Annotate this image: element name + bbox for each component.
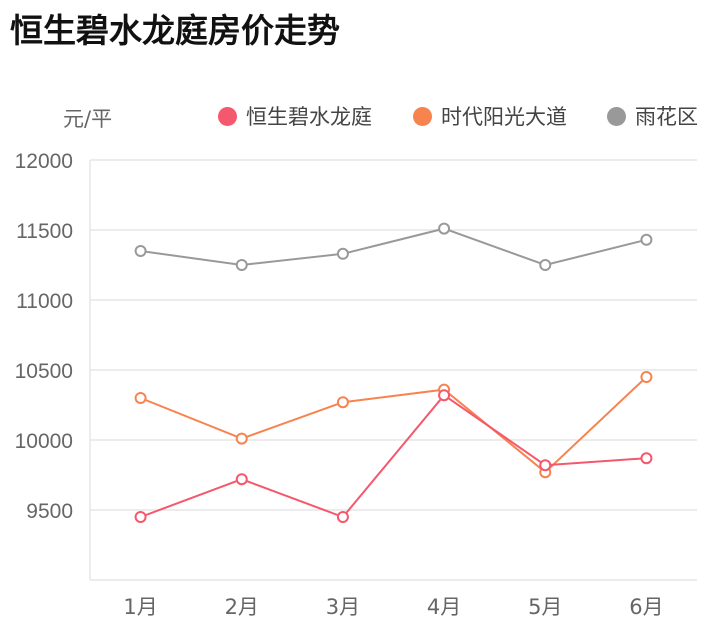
series-lines — [134, 222, 653, 523]
legend-label: 雨花区 — [635, 105, 698, 129]
series-line — [140, 393, 647, 519]
data-point[interactable] — [539, 259, 552, 271]
data-point[interactable] — [336, 247, 349, 260]
data-point[interactable] — [438, 389, 451, 402]
legend-label: 时代阳光大道 — [441, 105, 567, 129]
y-tick-label: 12000 — [15, 150, 73, 173]
x-axis-ticks: 1月 2月 3月 4月 5月 6月 — [123, 595, 663, 619]
x-tick-label: 2月 — [225, 595, 259, 619]
data-point[interactable] — [640, 371, 653, 383]
y-tick-label: 10500 — [15, 360, 73, 383]
data-point[interactable] — [336, 511, 349, 523]
legend-item-hengsheng[interactable]: 恒生碧水龙庭 — [218, 101, 372, 131]
y-tick-label: 10000 — [15, 430, 73, 453]
chart-title: 恒生碧水龙庭房价走势 — [10, 11, 340, 50]
x-tick-label: 1月 — [123, 595, 157, 619]
x-tick-label: 3月 — [326, 595, 360, 619]
legend-label: 恒生碧水龙庭 — [246, 105, 372, 129]
data-point[interactable] — [235, 432, 248, 445]
x-tick-label: 5月 — [528, 595, 562, 619]
circle-icon — [607, 106, 626, 126]
x-tick-label: 6月 — [629, 595, 663, 619]
data-point[interactable] — [640, 233, 653, 246]
gridlines — [89, 159, 697, 581]
legend-item-shidai[interactable]: 时代阳光大道 — [413, 101, 567, 131]
data-point[interactable] — [336, 396, 349, 409]
y-axis-ticks: 9500 10000 10500 11000 11500 12000 — [15, 150, 73, 523]
legend-item-yuhua[interactable]: 雨花区 — [607, 101, 698, 131]
data-point[interactable] — [134, 392, 147, 404]
data-point[interactable] — [134, 511, 147, 523]
y-axis-unit: 元/平 — [63, 107, 113, 131]
data-point[interactable] — [235, 473, 248, 486]
circle-icon — [413, 106, 432, 126]
x-tick-label: 4月 — [427, 595, 461, 619]
y-tick-label: 9500 — [26, 500, 73, 523]
data-point[interactable] — [134, 245, 147, 257]
y-tick-label: 11000 — [16, 290, 73, 313]
circle-icon — [218, 106, 237, 126]
data-point[interactable] — [235, 259, 248, 271]
y-tick-label: 11500 — [16, 220, 73, 243]
series-line — [140, 227, 647, 267]
data-point[interactable] — [539, 459, 552, 472]
data-point[interactable] — [438, 222, 451, 235]
series-line — [140, 376, 648, 474]
data-point[interactable] — [640, 452, 653, 465]
